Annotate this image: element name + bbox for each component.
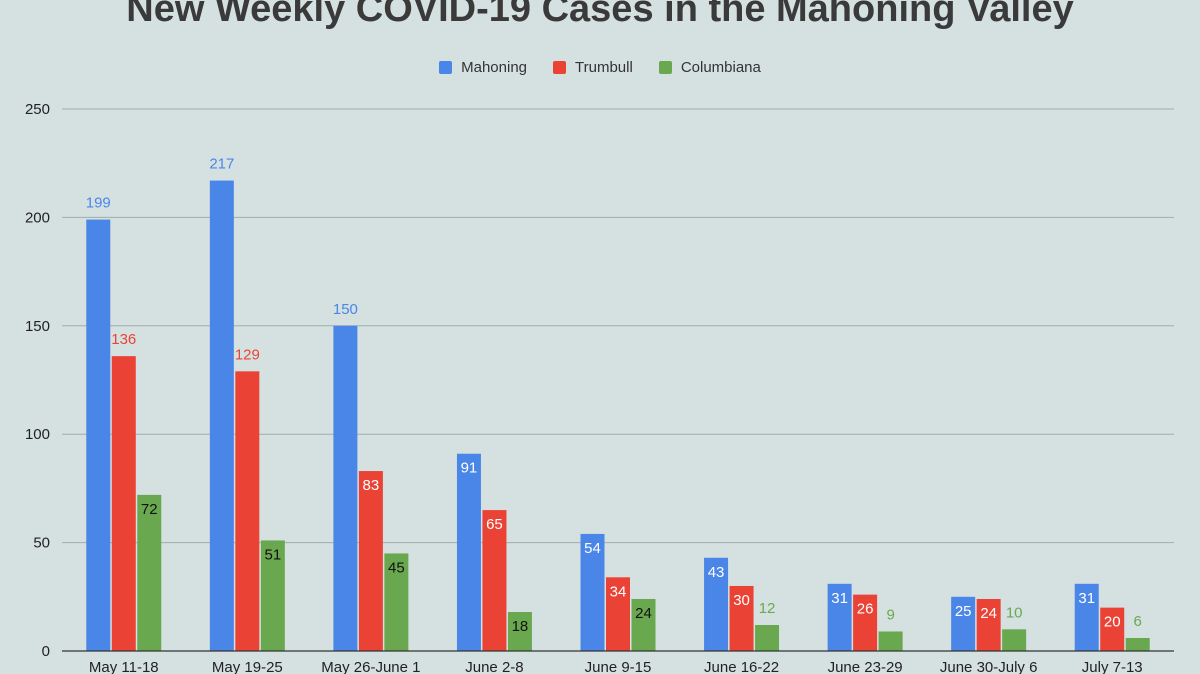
y-tick-label: 50 — [33, 535, 50, 552]
data-label-trumbull-june-2-8: 65 — [486, 516, 503, 533]
bar-mahoning-june-9-15 — [580, 533, 605, 651]
legend-swatch-columbiana — [658, 61, 672, 74]
data-label-trumbull-may-26-june-1: 83 — [363, 477, 380, 494]
bar-trumbull-may-19-25 — [235, 371, 260, 651]
bar-columbiana-may-19-25 — [260, 540, 285, 651]
bar-columbiana-june-16-22 — [755, 624, 780, 651]
bar-mahoning-may-26-june-1 — [333, 325, 358, 651]
data-label-trumbull-june-9-15: 34 — [610, 583, 627, 600]
x-tick-label-may-11-18: May 11-18 — [89, 659, 159, 674]
data-label-mahoning-june-30-july-6: 25 — [955, 603, 972, 620]
bar-mahoning-june-30-july-6 — [951, 596, 976, 651]
data-label-columbiana-may-19-25: 51 — [264, 546, 281, 563]
bar-columbiana-may-26-june-1 — [384, 553, 409, 651]
legend-label-mahoning: Mahoning — [461, 59, 528, 76]
data-label-columbiana-may-11-18: 72 — [141, 501, 158, 518]
bar-trumbull-june-23-29 — [853, 594, 878, 651]
x-tick-label-may-19-25: May 19-25 — [212, 659, 283, 674]
data-label-columbiana-june-30-july-6: 10 — [1006, 604, 1023, 621]
x-tick-label-may-26-june-1: May 26-June 1 — [321, 659, 420, 674]
data-label-mahoning-july-7-13: 31 — [1078, 590, 1095, 607]
data-label-columbiana-june-9-15: 24 — [635, 605, 652, 622]
bar-mahoning-july-7-13 — [1074, 583, 1099, 651]
data-label-trumbull-may-19-25: 129 — [235, 346, 260, 363]
data-label-mahoning-june-9-15: 54 — [584, 540, 601, 557]
data-label-trumbull-may-11-18: 136 — [111, 331, 136, 348]
bar-trumbull-july-7-13 — [1100, 607, 1125, 651]
y-tick-label: 150 — [25, 318, 50, 335]
legend: Mahoning Trumbull Columbiana — [0, 59, 1200, 76]
bar-columbiana-june-23-29 — [878, 631, 903, 651]
y-tick-label: 200 — [25, 209, 50, 226]
bar-mahoning-may-19-25 — [209, 180, 234, 651]
bar-mahoning-may-11-18 — [86, 219, 111, 651]
x-tick-label-june-16-22: June 16-22 — [704, 659, 779, 674]
data-label-mahoning-june-2-8: 91 — [461, 460, 478, 477]
data-label-trumbull-june-23-29: 26 — [857, 601, 874, 618]
bar-columbiana-july-7-13 — [1125, 637, 1150, 651]
y-tick-label: 0 — [42, 643, 50, 660]
x-tick-label-june-9-15: June 9-15 — [585, 659, 652, 674]
legend-label-trumbull: Trumbull — [575, 59, 633, 76]
x-tick-label-june-2-8: June 2-8 — [465, 659, 523, 674]
legend-item-columbiana: Columbiana — [658, 59, 761, 76]
bar-trumbull-june-30-july-6 — [976, 598, 1001, 651]
legend-swatch-trumbull — [553, 61, 567, 74]
bar-trumbull-june-9-15 — [606, 577, 630, 651]
data-label-columbiana-july-7-13: 6 — [1134, 613, 1142, 630]
axes: 0 50 100 150 200 250 May 11-18 May 19-25 May 26-… — [25, 101, 1174, 674]
y-tick-label: 250 — [25, 101, 50, 118]
bar-mahoning-june-23-29 — [827, 583, 852, 651]
bars — [86, 180, 1150, 651]
chart-title: New Weekly COVID-19 Cases in the Mahonin… — [126, 0, 1074, 30]
bar-trumbull-may-11-18 — [111, 356, 136, 651]
bar-columbiana-june-9-15 — [631, 598, 656, 651]
bar-trumbull-june-16-22 — [729, 585, 754, 651]
legend-swatch-mahoning — [439, 61, 453, 74]
data-label-columbiana-may-26-june-1: 45 — [388, 559, 405, 576]
data-label-mahoning-may-11-18: 199 — [86, 195, 111, 212]
data-label-columbiana-june-16-22: 12 — [759, 600, 776, 617]
data-label-mahoning-may-26-june-1: 150 — [333, 301, 358, 318]
data-label-mahoning-may-19-25: 217 — [209, 156, 234, 173]
data-label-trumbull-june-30-july-6: 24 — [980, 605, 997, 622]
x-tick-label-july-7-13: July 7-13 — [1082, 659, 1143, 674]
data-label-mahoning-june-23-29: 31 — [831, 590, 848, 607]
bar-trumbull-june-2-8 — [482, 510, 507, 651]
data-label-trumbull-july-7-13: 20 — [1104, 614, 1121, 631]
bar-mahoning-june-16-22 — [704, 557, 729, 651]
data-label-columbiana-june-2-8: 18 — [512, 618, 529, 635]
bar-mahoning-june-2-8 — [456, 453, 481, 651]
y-tick-label: 100 — [25, 426, 50, 443]
bar-trumbull-may-26-june-1 — [358, 471, 383, 651]
bar-columbiana-june-30-july-6 — [1002, 629, 1027, 651]
legend-label-columbiana: Columbiana — [680, 59, 761, 76]
data-label-columbiana-june-23-29: 9 — [886, 606, 894, 623]
bar-columbiana-may-11-18 — [137, 494, 162, 651]
x-tick-label-june-23-29: June 23-29 — [828, 659, 903, 674]
legend-item-trumbull: Trumbull — [553, 59, 633, 76]
bar-columbiana-june-2-8 — [507, 611, 532, 651]
data-label-mahoning-june-16-22: 43 — [708, 564, 725, 581]
legend-item-mahoning: Mahoning — [439, 59, 527, 76]
data-label-trumbull-june-16-22: 30 — [733, 592, 750, 609]
x-tick-label-june-30-july-6: June 30-July 6 — [940, 659, 1038, 674]
